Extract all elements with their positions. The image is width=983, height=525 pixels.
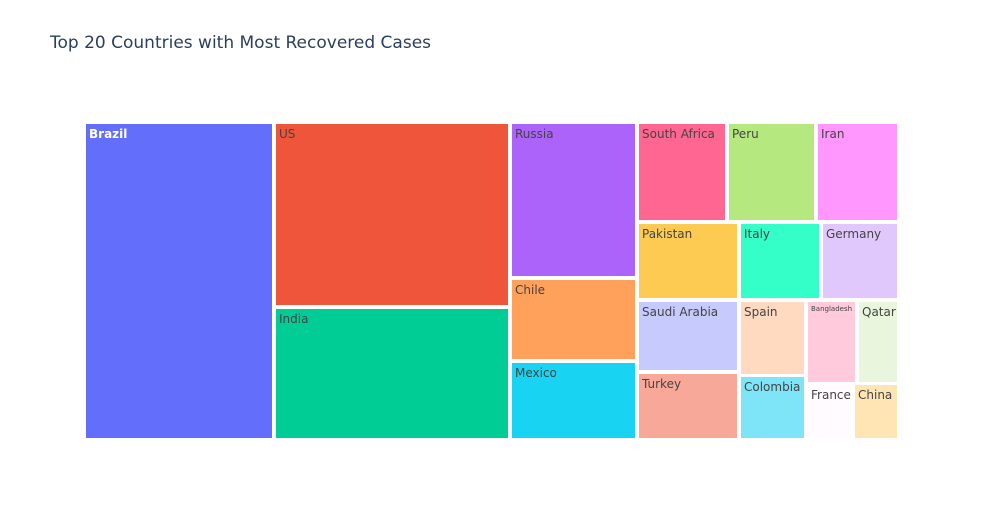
tile-label-brazil: Brazil <box>89 127 127 141</box>
tile-label-qatar: Qatar <box>862 305 896 319</box>
tile-label-china: China <box>858 388 892 402</box>
tile-label-us: US <box>279 127 295 141</box>
tile-france[interactable] <box>808 385 851 438</box>
chart-title: Top 20 Countries with Most Recovered Cas… <box>50 33 432 53</box>
tile-china[interactable] <box>855 385 897 438</box>
tile-label-mexico: Mexico <box>515 366 557 380</box>
tile-label-chile: Chile <box>515 283 545 297</box>
tile-label-south-africa: South Africa <box>642 127 715 141</box>
tile-label-france: France <box>811 388 851 402</box>
tile-mexico[interactable] <box>512 363 635 438</box>
tile-brazil[interactable] <box>86 124 272 438</box>
tile-saudi-arabia[interactable] <box>639 302 737 370</box>
tile-label-germany: Germany <box>826 227 881 241</box>
tile-label-spain: Spain <box>744 305 778 319</box>
tile-label-bangladesh: Bangladesh <box>811 305 852 313</box>
tile-turkey[interactable] <box>639 374 737 438</box>
tile-label-turkey: Turkey <box>641 377 681 391</box>
tile-peru[interactable] <box>729 124 814 220</box>
tile-label-iran: Iran <box>821 127 844 141</box>
tile-label-italy: Italy <box>744 227 770 241</box>
tile-label-russia: Russia <box>515 127 554 141</box>
tile-label-pakistan: Pakistan <box>642 227 692 241</box>
tile-qatar[interactable] <box>859 302 897 382</box>
tile-bangladesh[interactable] <box>808 302 855 382</box>
tile-italy[interactable] <box>741 224 819 298</box>
tile-india[interactable] <box>276 309 508 438</box>
tile-chile[interactable] <box>512 280 635 359</box>
tile-colombia[interactable] <box>741 377 804 438</box>
tile-label-saudi-arabia: Saudi Arabia <box>642 305 718 319</box>
tile-label-peru: Peru <box>732 127 759 141</box>
tile-label-india: India <box>279 312 308 326</box>
tile-russia[interactable] <box>512 124 635 276</box>
tile-pakistan[interactable] <box>639 224 737 298</box>
tile-south-africa[interactable] <box>639 124 725 220</box>
tile-us[interactable] <box>276 124 508 305</box>
tile-iran[interactable] <box>818 124 897 220</box>
tile-label-colombia: Colombia <box>744 380 800 394</box>
tile-spain[interactable] <box>741 302 804 374</box>
tile-germany[interactable] <box>823 224 897 298</box>
